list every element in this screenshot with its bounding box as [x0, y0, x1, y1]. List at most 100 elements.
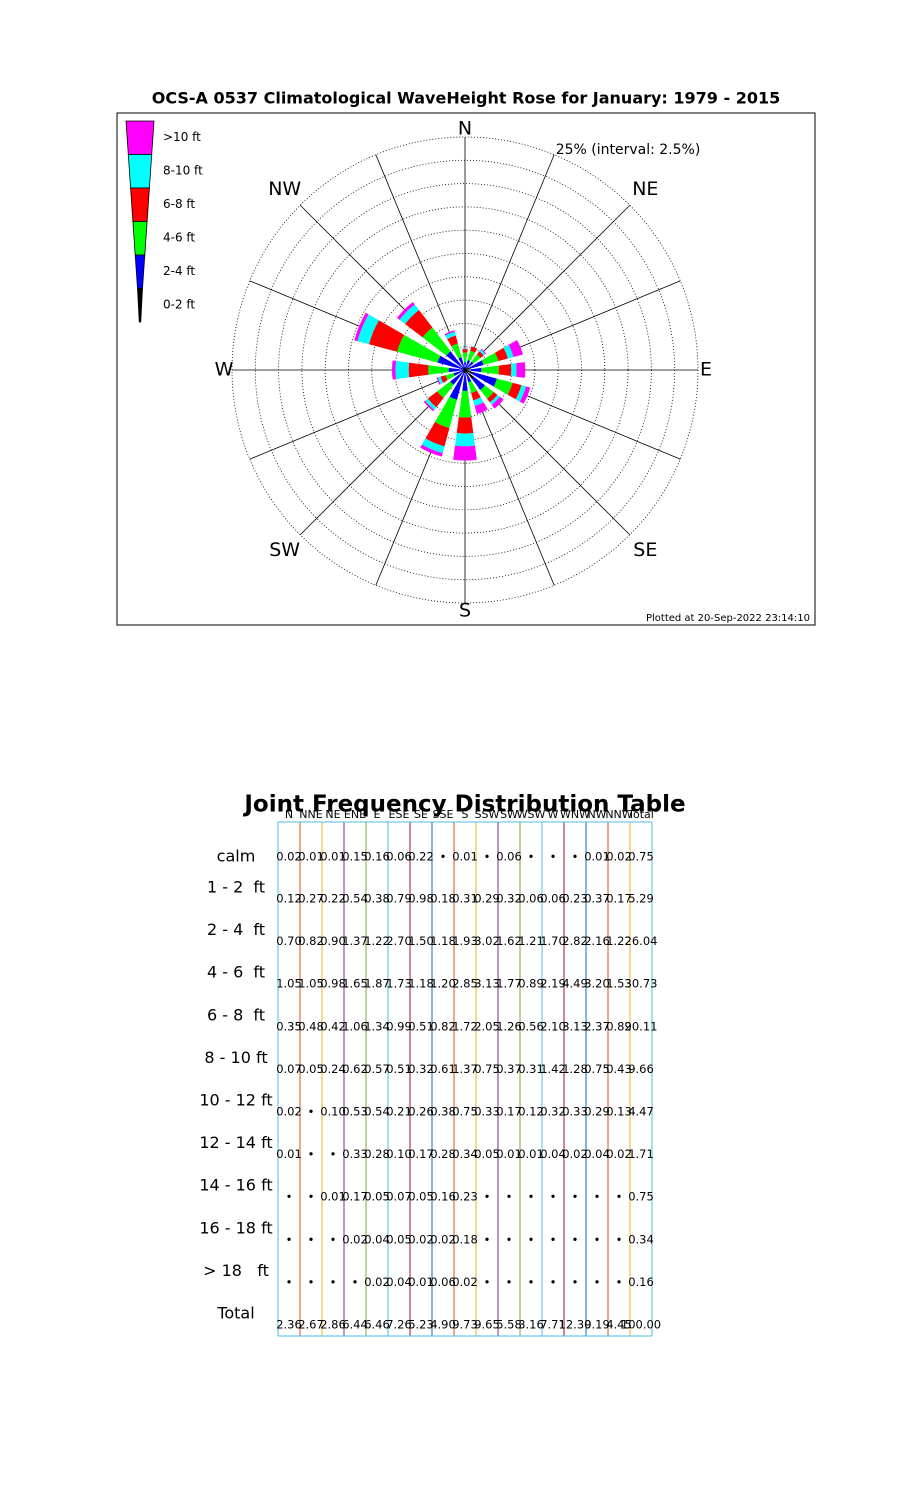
table-cell: 1.71 — [628, 1147, 654, 1161]
compass-label: NE — [632, 178, 658, 200]
table-cell: 1.18 — [408, 977, 434, 991]
rose-segment — [437, 355, 464, 370]
column-header: E — [374, 808, 381, 821]
rose-segment — [445, 373, 455, 381]
table-cell: 0.02 — [364, 1275, 390, 1289]
row-label: 1 - 2 ft — [207, 878, 265, 897]
table-cell: • — [594, 1275, 601, 1289]
table-cell: 0.82 — [430, 1019, 456, 1033]
rose-segment — [354, 312, 369, 342]
table-cell: 0.15 — [342, 850, 368, 864]
table-cell: • — [550, 1275, 557, 1289]
table-cell: 0.02 — [562, 1147, 588, 1161]
table-cell: 1.50 — [408, 934, 434, 948]
table-cell: 0.12 — [518, 1105, 544, 1119]
rose-segment — [453, 370, 465, 376]
rose-segment — [357, 314, 379, 345]
table-cell: 0.42 — [320, 1019, 346, 1033]
table-cell: 0.02 — [342, 1232, 368, 1246]
rose-segment — [462, 370, 465, 373]
table-cell: • — [616, 1190, 623, 1204]
table-cell: 2.67 — [298, 1318, 324, 1332]
table-cell: 6.46 — [364, 1318, 390, 1332]
table-cell: 0.29 — [584, 1105, 610, 1119]
rose-segment — [519, 386, 531, 404]
spoke — [249, 369, 466, 460]
table-cell: 3.20 — [584, 977, 610, 991]
table-cell: 0.17 — [342, 1190, 368, 1204]
table-cell: 1.70 — [540, 934, 566, 948]
table-cell: 0.37 — [496, 1062, 522, 1076]
table-cell: 0.16 — [430, 1190, 456, 1204]
rose-segment — [464, 368, 465, 370]
table-cell: 30.73 — [625, 977, 658, 991]
table-cell: 1.05 — [298, 977, 324, 991]
legend-swatch — [127, 154, 153, 189]
spoke — [464, 154, 555, 371]
compass-label: NW — [268, 178, 301, 200]
legend-label: 4-6 ft — [163, 231, 195, 245]
table-cell: 4.47 — [628, 1105, 654, 1119]
table-cell: • — [572, 1275, 579, 1289]
compass-label: N — [458, 118, 472, 140]
rose-segment — [462, 352, 468, 363]
rose-segment — [471, 345, 478, 349]
column-header: ESE — [389, 808, 410, 821]
table-cell: 0.31 — [452, 892, 478, 906]
table-cell: 0.01 — [408, 1275, 434, 1289]
table-cell: 2.10 — [540, 1019, 566, 1033]
table-cell: 1.06 — [342, 1019, 368, 1033]
table-cell: 0.01 — [298, 850, 324, 864]
rose-segment — [434, 396, 458, 428]
legend-label: 6-8 ft — [163, 197, 195, 211]
table-cell: 0.56 — [518, 1019, 544, 1033]
table-cell: 0.01 — [276, 1147, 302, 1161]
rose-segment — [510, 363, 517, 377]
table-cell: 0.33 — [342, 1147, 368, 1161]
rose-segment — [481, 365, 499, 375]
rose-segment — [405, 310, 433, 338]
table-cell: 0.53 — [342, 1105, 368, 1119]
table-cell: 1.05 — [276, 977, 302, 991]
table-cell: 0.34 — [628, 1232, 654, 1246]
table-cell: 0.02 — [606, 1147, 632, 1161]
table-cell: 0.06 — [386, 850, 412, 864]
chart-title: OCS-A 0537 Climatological WaveHeight Ros… — [152, 89, 781, 108]
table-cell: 0.10 — [320, 1105, 346, 1119]
rose-segment — [462, 348, 468, 350]
table-cell: 0.10 — [386, 1147, 412, 1161]
table-cell: 4.45 — [606, 1318, 632, 1332]
table-cell: 2.85 — [452, 977, 478, 991]
column-header: SSE — [433, 808, 454, 821]
row-label: 6 - 8 ft — [207, 1005, 265, 1024]
table-cell: 0.07 — [386, 1190, 412, 1204]
rose-segment — [462, 368, 465, 370]
table-cell: 0.02 — [452, 1275, 478, 1289]
rose-segment — [466, 361, 474, 369]
table-cell: 0.05 — [386, 1232, 412, 1246]
rose-segment — [449, 372, 465, 400]
rose-segment — [476, 351, 484, 359]
table-cell: 0.75 — [628, 850, 654, 864]
row-label: 12 - 14 ft — [199, 1133, 272, 1152]
table-cell: 0.04 — [584, 1147, 610, 1161]
table-cell: • — [528, 1190, 535, 1204]
compass-label: W — [215, 359, 234, 381]
rose-segment — [494, 347, 508, 362]
rose-segment — [451, 343, 462, 359]
table-cell: 1.53 — [606, 977, 632, 991]
table-cell: 0.01 — [584, 850, 610, 864]
table-cell: • — [506, 1190, 513, 1204]
rose-segment — [462, 367, 465, 370]
table-cell: 1.28 — [562, 1062, 588, 1076]
rose-segment — [474, 402, 488, 415]
table-cell: 0.17 — [606, 892, 632, 906]
table-cell: 0.02 — [276, 1105, 302, 1119]
table-cell: 1.87 — [364, 977, 390, 991]
table-cell: • — [594, 1232, 601, 1246]
table-cell: 0.02 — [606, 850, 632, 864]
row-label: 2 - 4 ft — [207, 920, 265, 939]
rose-segment — [448, 367, 465, 373]
rose-segment — [468, 380, 477, 394]
rose-segment — [471, 372, 497, 387]
